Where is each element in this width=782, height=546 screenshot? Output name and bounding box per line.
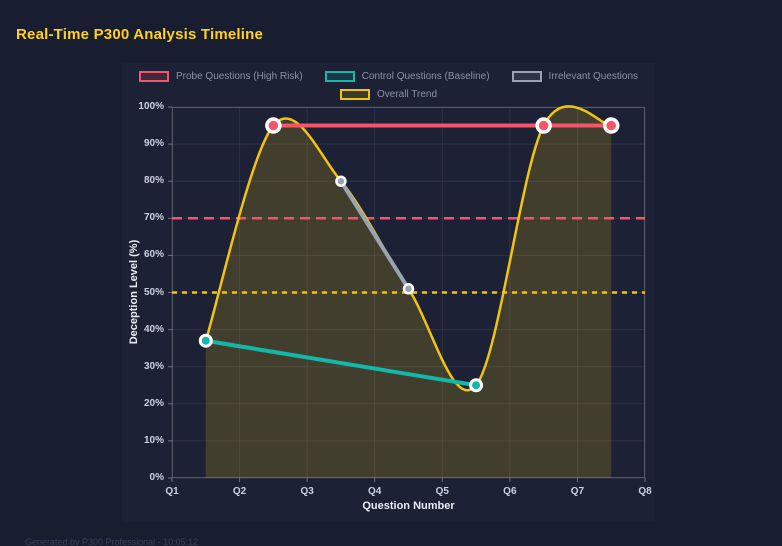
legend-label: Probe Questions (High Risk): [175, 71, 303, 82]
data-point[interactable]: [198, 333, 213, 348]
x-tick-label: Q4: [368, 486, 382, 497]
legend-label: Control Questions (Baseline): [361, 71, 490, 82]
x-tick-label: Q7: [570, 486, 585, 497]
data-point[interactable]: [335, 175, 347, 187]
x-tick-label: Q1: [165, 486, 179, 497]
series-line: [338, 179, 411, 291]
chart-legend-row-2: Overall Trend: [122, 89, 655, 100]
legend-swatch: [511, 71, 542, 82]
y-tick-label: 50%: [143, 286, 164, 298]
y-tick-label: 60%: [143, 249, 164, 261]
x-tick-label: Q5: [435, 486, 449, 497]
data-point[interactable]: [469, 378, 484, 393]
legend-swatch: [138, 71, 169, 82]
y-tick-label: 10%: [143, 434, 164, 446]
data-point[interactable]: [535, 117, 552, 134]
chart-legend-row-1: Probe Questions (High Risk) Control Ques…: [122, 71, 655, 82]
page-title: Real-Time P300 Analysis Timeline: [16, 26, 264, 43]
legend-item-trend[interactable]: Overall Trend: [339, 89, 438, 100]
x-tick-label: Q6: [503, 486, 517, 497]
y-tick-label: 40%: [143, 323, 164, 335]
footer-note: Generated by P300 Professional - 10:05:1…: [25, 537, 199, 546]
x-tick-label: Q2: [232, 486, 247, 497]
y-tick-label: 70%: [143, 212, 164, 224]
legend-label: Overall Trend: [376, 89, 438, 100]
y-tick-label: 100%: [138, 101, 164, 112]
x-tick-label: Q3: [300, 486, 314, 497]
data-point[interactable]: [602, 117, 620, 134]
legend-swatch: [339, 89, 370, 100]
y-tick-label: 20%: [143, 397, 164, 409]
legend-item-probe[interactable]: Probe Questions (High Risk): [138, 71, 303, 82]
y-tick-label: 0%: [149, 472, 164, 483]
data-point[interactable]: [265, 117, 282, 134]
legend-swatch: [324, 71, 355, 82]
legend-item-irrelevant[interactable]: Irrelevant Questions: [511, 71, 639, 82]
x-axis-title: Question Number: [362, 500, 455, 512]
x-tick-label: Q8: [638, 486, 652, 497]
chart-svg: [168, 105, 646, 482]
series-line: [203, 338, 479, 388]
y-tick-label: 30%: [143, 360, 164, 372]
legend-label: Irrelevant Questions: [548, 71, 639, 82]
chart-panel: Probe Questions (High Risk) Control Ques…: [122, 63, 655, 522]
legend-item-control[interactable]: Control Questions (Baseline): [324, 71, 490, 82]
y-tick-label: 90%: [143, 138, 164, 150]
data-point[interactable]: [402, 283, 415, 295]
y-tick-label: 80%: [143, 175, 164, 187]
